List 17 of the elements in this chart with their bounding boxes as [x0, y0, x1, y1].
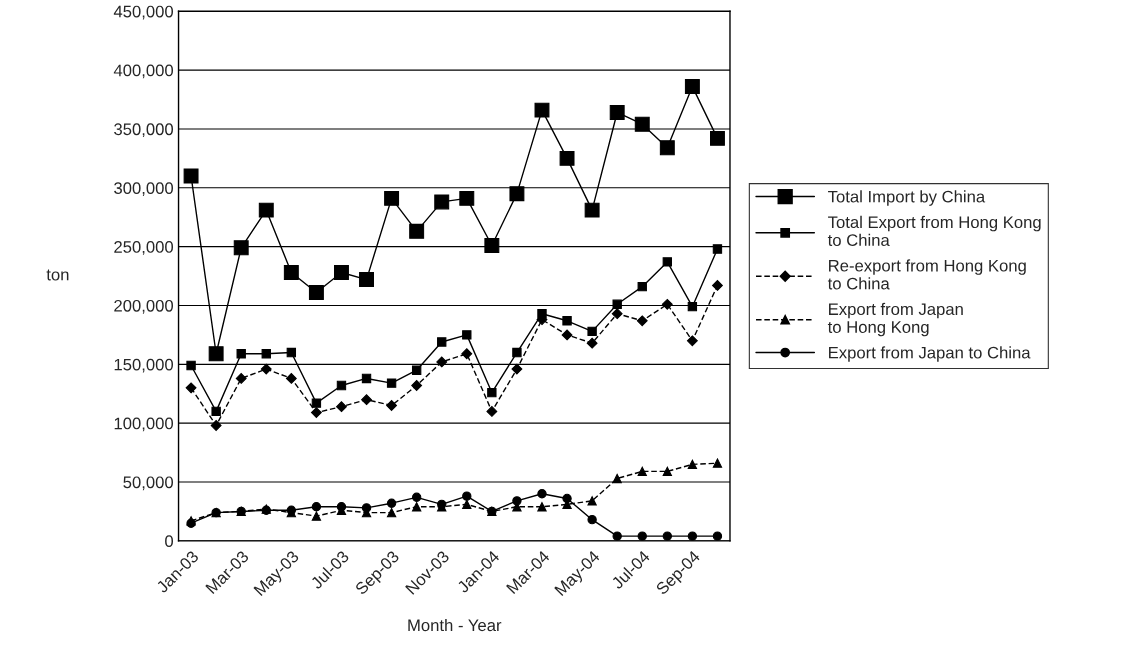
y-tick-label: 400,000	[113, 64, 174, 79]
y-tick-label: 350,000	[114, 123, 174, 138]
y-tick-label: 250,000	[114, 241, 174, 255]
y-tick-label: 50,000	[123, 476, 174, 491]
y-tick-label: 450,000	[113, 5, 174, 20]
legend-label: Total Import by China	[828, 190, 986, 206]
y-tick-label: 100,000	[114, 417, 174, 432]
y-axis-title: ton	[46, 269, 69, 281]
y-tick-label: 150,000	[114, 358, 174, 373]
y-tick-label: 300,000	[114, 182, 174, 196]
legend-label: Export from Japan to China	[829, 346, 1031, 362]
x-axis-title: Month - Year	[408, 618, 502, 632]
legend-label: Total Export from Hong Kong to China	[827, 215, 1041, 247]
legend-label: Re-export from Hong Kong to China	[827, 259, 1026, 290]
legend-label: Export from Japan to Hong Kong	[827, 302, 963, 337]
y-tick-label: 200,000	[114, 299, 174, 314]
y-tick-label: 0	[165, 535, 174, 548]
